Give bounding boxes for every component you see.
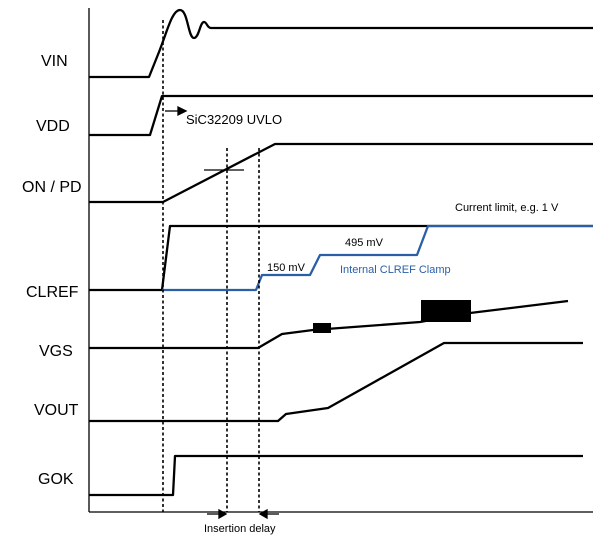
vout-waveform <box>89 341 583 423</box>
vin-waveform <box>89 8 593 79</box>
label-gok: GOK <box>38 471 74 488</box>
insertion-delay-label: Insertion delay <box>204 523 276 535</box>
label-vin: VIN <box>41 53 68 70</box>
label-clref: CLREF <box>26 284 79 301</box>
uvlo-arrow-head <box>177 105 188 117</box>
label-vout: VOUT <box>34 402 79 419</box>
label-vgs: VGS <box>39 343 73 360</box>
delay-arrow-right-head <box>258 508 268 520</box>
gok-waveform <box>89 454 583 497</box>
internal-clamp-label: Internal CLREF Clamp <box>340 264 451 276</box>
vdd-waveform <box>89 94 593 137</box>
delay-arrow-left-head <box>218 508 228 520</box>
clamp-495-label: 495 mV <box>345 237 384 249</box>
label-vdd: VDD <box>36 118 70 135</box>
vgs-plateau-large <box>421 300 471 322</box>
label-on-pd: ON / PD <box>22 179 82 196</box>
axes <box>88 8 593 513</box>
on-pd-waveform <box>89 142 593 204</box>
current-limit-label: Current limit, e.g. 1 V <box>455 202 559 214</box>
clamp-150-label: 150 mV <box>267 262 306 274</box>
vgs-plateau-small <box>313 323 331 333</box>
clref-waveform <box>89 224 593 292</box>
clref-clamp-waveform <box>162 224 593 292</box>
uvlo-label: SiC32209 UVLO <box>186 112 282 127</box>
